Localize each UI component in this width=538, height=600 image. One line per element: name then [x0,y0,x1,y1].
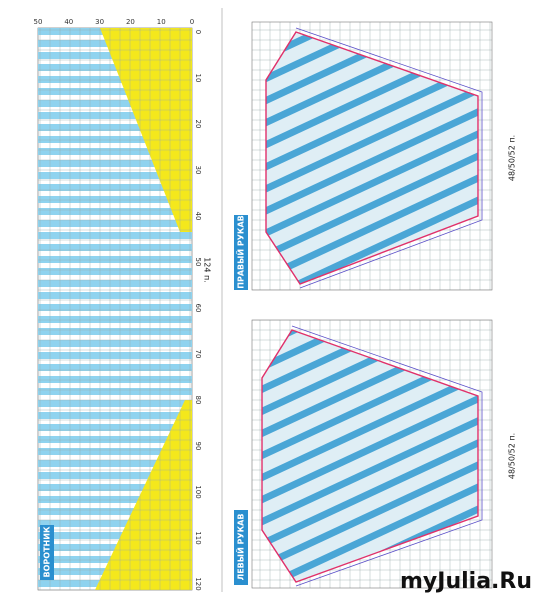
right-sleeve-width-note: 48/50/52 п. [508,135,517,181]
side-tick-label: 100 [194,485,202,498]
collar-grid [38,28,192,590]
side-tick-label: 40 [194,212,202,221]
top-tick-label: 30 [95,18,104,26]
side-tick-label: 120 [194,577,202,590]
top-tick-label: 0 [190,18,194,26]
side-tick-label: 0 [194,30,202,34]
left-sleeve-outline [291,325,483,587]
collar-title: ВОРОТНИК [43,526,52,577]
side-tick-label: 80 [194,396,202,405]
side-tick-label: 70 [194,350,202,359]
left-sleeve: ЛЕВЫЙ РУКАВ 48/50/52 п. [234,319,517,589]
side-tick-label: 50 [194,258,202,267]
left-sleeve-shape [261,329,479,583]
right-sleeve-title: ПРАВЫЙ РУКАВ [235,215,246,288]
right-sleeve-outline [295,27,483,289]
side-tick-label: 30 [194,166,202,175]
top-tick-label: 50 [34,18,43,26]
side-tick-label: 110 [194,531,202,544]
collar-width-note: 124 п. [203,257,212,283]
right-sleeve-shape [265,31,479,285]
left-sleeve-title: ЛЕВЫЙ РУКАВ [235,514,246,581]
side-tick-label: 60 [194,304,202,313]
left-sleeve-width-note: 48/50/52 п. [508,433,517,479]
watermark: myJulia.Ru [400,569,532,594]
side-tick-label: 10 [194,74,202,83]
right-sleeve-title-box [234,215,248,290]
left-sleeve-title-box [234,510,248,585]
side-tick-label: 20 [194,120,202,129]
collar-chart: ВОРОТНИК 124 п. 50 40 30 20 10 00102030405060… [34,18,212,591]
side-tick-label: 90 [194,442,202,451]
top-tick-label: 40 [64,18,73,26]
right-sleeve: ПРАВЫЙ РУКАВ 48/50/52 п. [234,21,517,291]
collar-title-box [40,525,54,580]
top-tick-label: 20 [126,18,135,26]
top-tick-label: 10 [157,18,166,26]
